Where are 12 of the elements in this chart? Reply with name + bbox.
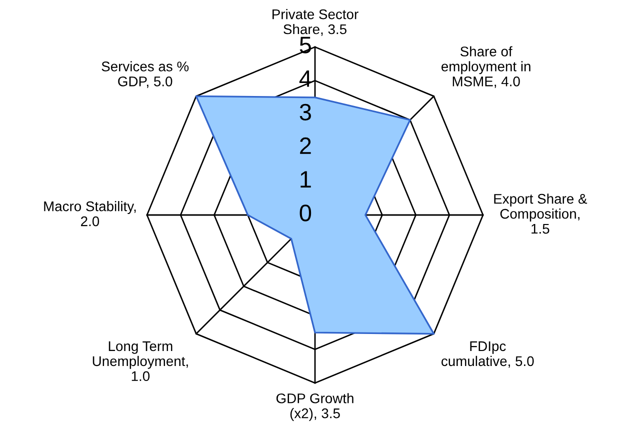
y-tick-label: 0 (300, 204, 312, 222)
spoke-label: Share of employment in MSME, 4.0 (442, 46, 530, 88)
spoke-label: Private Sector Share, 3.5 (272, 9, 358, 36)
spoke-label: Long Term Unemployment, 1.0 (92, 341, 188, 382)
spoke-label: Export Share & Composition, 1.5 (494, 194, 588, 234)
spoke-label: Macro Stability, 2.0 (44, 201, 136, 226)
spoke-label: Services as % GDP, 5.0 (102, 61, 189, 88)
spoke-label: GDP Growth (x2), 3.5 (276, 393, 354, 421)
y-tick-label: 3 (300, 104, 311, 121)
y-tick-label: 1 (300, 171, 311, 188)
y-tick-label: 2 (300, 137, 311, 154)
spoke-label: FDIpc cumulative, 5.0 (442, 341, 534, 368)
